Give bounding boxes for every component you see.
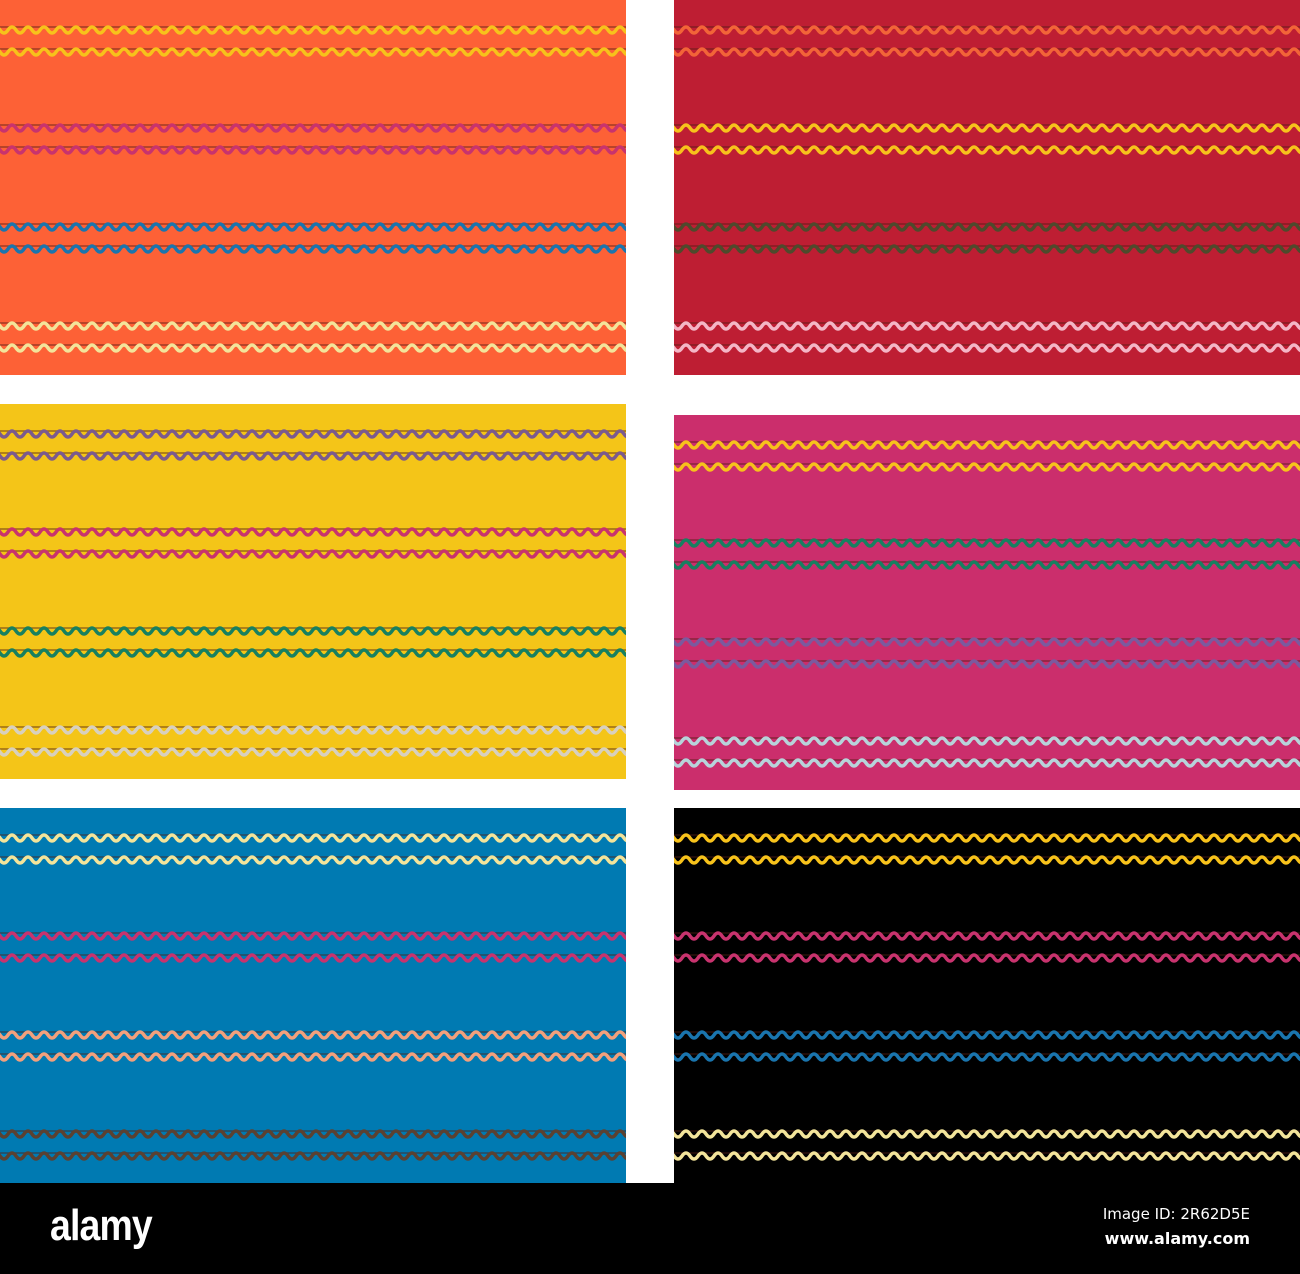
wavy-stripe bbox=[674, 953, 1300, 963]
wavy-stripe bbox=[0, 747, 626, 757]
wavy-stripe bbox=[674, 758, 1300, 768]
wavy-stripe bbox=[674, 1129, 1300, 1139]
wavy-stripe bbox=[674, 538, 1300, 548]
wavy-stripe bbox=[0, 1052, 626, 1062]
wavy-stripe bbox=[0, 931, 626, 941]
wavy-stripe bbox=[674, 637, 1300, 647]
wavy-stripe bbox=[0, 244, 626, 254]
footer-bar: alamy Image ID: 2R62D5E www.alamy.com bbox=[0, 1183, 1300, 1274]
pattern-panel-black bbox=[674, 808, 1300, 1183]
wave-pattern bbox=[674, 833, 1300, 1161]
wavy-stripe bbox=[0, 25, 626, 35]
alamy-logo: alamy bbox=[50, 1201, 153, 1250]
wavy-stripe bbox=[0, 222, 626, 232]
wavy-stripe bbox=[674, 1030, 1300, 1040]
wavy-stripe bbox=[0, 145, 626, 155]
wavy-stripe bbox=[674, 343, 1300, 353]
pattern-panel-yellow bbox=[0, 404, 626, 779]
wavy-stripe bbox=[0, 626, 626, 636]
wavy-stripe bbox=[0, 123, 626, 133]
pattern-panel-pink bbox=[674, 415, 1300, 790]
wavy-stripe bbox=[0, 1129, 626, 1139]
wavy-stripe bbox=[0, 549, 626, 559]
wavy-stripe bbox=[674, 462, 1300, 472]
wavy-stripe bbox=[0, 648, 626, 658]
wavy-stripe bbox=[0, 429, 626, 439]
wave-pattern bbox=[674, 440, 1300, 768]
wavy-stripe bbox=[674, 833, 1300, 843]
wavy-stripe bbox=[674, 244, 1300, 254]
wavy-stripe bbox=[674, 659, 1300, 669]
wave-pattern bbox=[0, 25, 626, 353]
wavy-stripe bbox=[0, 527, 626, 537]
wavy-stripe bbox=[674, 855, 1300, 865]
wavy-stripe bbox=[0, 321, 626, 331]
wavy-stripe bbox=[0, 1151, 626, 1161]
wave-pattern bbox=[0, 833, 626, 1161]
wavy-stripe bbox=[674, 145, 1300, 155]
wavy-stripe bbox=[0, 47, 626, 57]
image-id: Image ID: 2R62D5E bbox=[1102, 1205, 1250, 1223]
wavy-stripe bbox=[674, 931, 1300, 941]
wavy-stripe bbox=[674, 123, 1300, 133]
wavy-stripe bbox=[0, 1030, 626, 1040]
wavy-stripe bbox=[674, 560, 1300, 570]
pattern-panel-orange bbox=[0, 0, 626, 375]
wavy-stripe bbox=[674, 736, 1300, 746]
wavy-stripe bbox=[674, 47, 1300, 57]
wavy-stripe bbox=[674, 1052, 1300, 1062]
wavy-stripe bbox=[0, 833, 626, 843]
wavy-stripe bbox=[674, 321, 1300, 331]
wavy-stripe bbox=[674, 222, 1300, 232]
wavy-stripe bbox=[674, 440, 1300, 450]
wave-pattern bbox=[674, 25, 1300, 353]
wavy-stripe bbox=[0, 343, 626, 353]
wavy-stripe bbox=[0, 451, 626, 461]
wavy-stripe bbox=[0, 725, 626, 735]
site-url: www.alamy.com bbox=[1104, 1229, 1250, 1248]
wavy-stripe bbox=[0, 855, 626, 865]
wavy-stripe bbox=[0, 953, 626, 963]
wave-pattern bbox=[0, 429, 626, 757]
pattern-panel-blue bbox=[0, 808, 626, 1183]
wavy-stripe bbox=[674, 25, 1300, 35]
pattern-panel-red bbox=[674, 0, 1300, 375]
wavy-stripe bbox=[674, 1151, 1300, 1161]
